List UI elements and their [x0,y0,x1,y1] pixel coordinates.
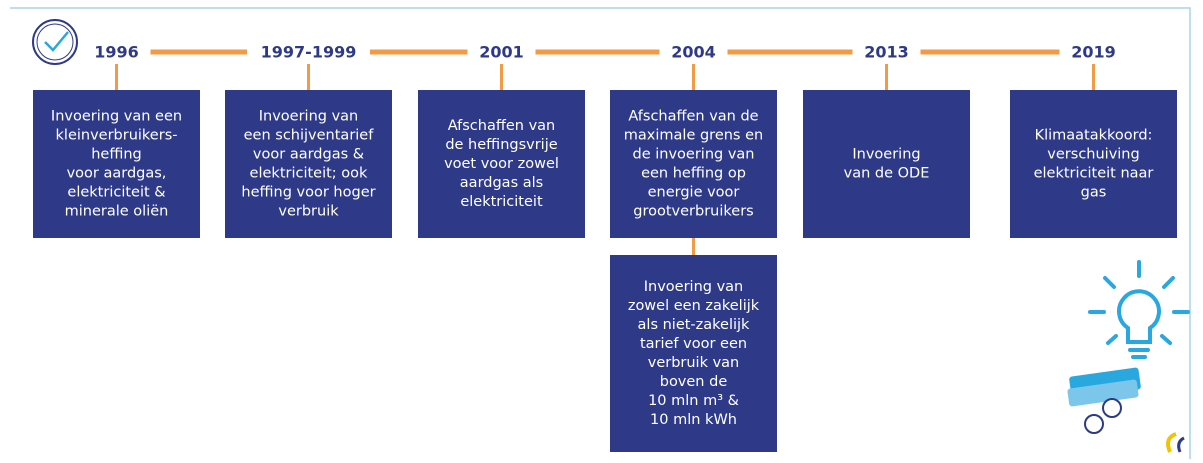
box-text: energie voor [648,185,740,201]
box-text: voet voor zowel [444,156,559,172]
box-text: gas [1081,185,1107,201]
box-text: 10 mln kWh [650,412,737,428]
box-text: Afschaffen van [448,118,555,134]
box-text: minerale oliën [65,204,169,220]
box-text: elektriciteit [460,194,543,210]
box-text: boven de [660,374,728,390]
box-text: elektriciteit; ook [250,166,369,182]
box-text: verschuiving [1047,147,1139,163]
box-text: een heffing op [641,166,746,182]
box-text: kleinverbruikers- [56,128,178,144]
box-text: heffing [91,147,142,163]
box-text: maximale grens en [624,128,763,144]
box-text: grootverbruikers [633,204,753,220]
box-text: zowel een zakelijk [628,298,760,314]
box-text: voor aardgas & [253,147,364,163]
box-text: 10 mln m³ & [648,393,739,409]
box-text: Invoering [852,147,920,163]
box-text: heffing voor hoger [241,185,375,201]
event-box [803,90,970,238]
box-text: aardgas als [460,175,543,191]
box-text: Invoering van [259,109,359,125]
timeline-diagram: 1996 Invoering van een kleinverbruikers-he… [0,0,1203,459]
box-text: de heffingsvrije [445,137,557,153]
box-text: Invoering van [644,279,744,295]
box-text: Invoering van een [51,109,182,125]
box-text: voor aardgas, [67,166,167,182]
box-text: van de ODE [844,166,930,182]
box-text: Klimaatakkoord: [1035,128,1153,144]
box-text: een schijventarief [244,128,375,144]
year-label: 2004 [671,43,716,62]
box-text: tarief voor een [640,336,747,352]
year-label: 2001 [479,43,524,62]
box-text: elektriciteit & [67,185,165,201]
year-label: 1996 [94,43,139,62]
box-text: verbruik van [648,355,740,371]
event-box [1010,90,1177,238]
box-text: elektriciteit naar [1034,166,1154,182]
year-label: 1997-1999 [261,43,357,62]
box-text: verbruik [278,204,339,220]
box-text: de invoering van [633,147,755,163]
year-label: 2013 [864,43,909,62]
box-text: als niet-zakelijk [638,317,751,333]
year-label: 2019 [1071,43,1116,62]
box-text: Afschaffen van de [628,109,758,125]
